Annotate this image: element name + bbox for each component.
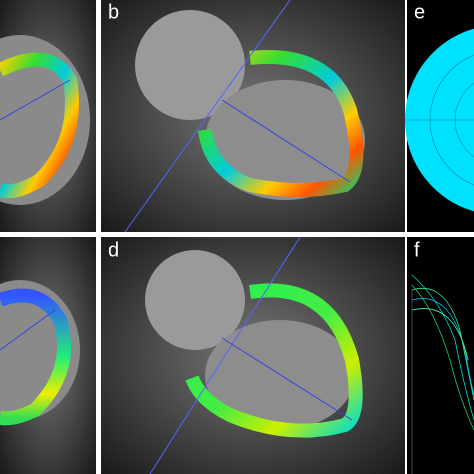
panel-f: f <box>407 237 474 474</box>
panel-label: d <box>108 240 119 262</box>
panel-label: e <box>414 2 425 24</box>
panel-c <box>0 237 96 474</box>
panel-label: f <box>414 240 420 262</box>
panel-e: e <box>405 0 474 232</box>
panel-d: d <box>101 236 405 474</box>
panel-label: b <box>108 2 119 24</box>
panel-a <box>0 0 96 232</box>
panel-b: b <box>101 0 405 233</box>
